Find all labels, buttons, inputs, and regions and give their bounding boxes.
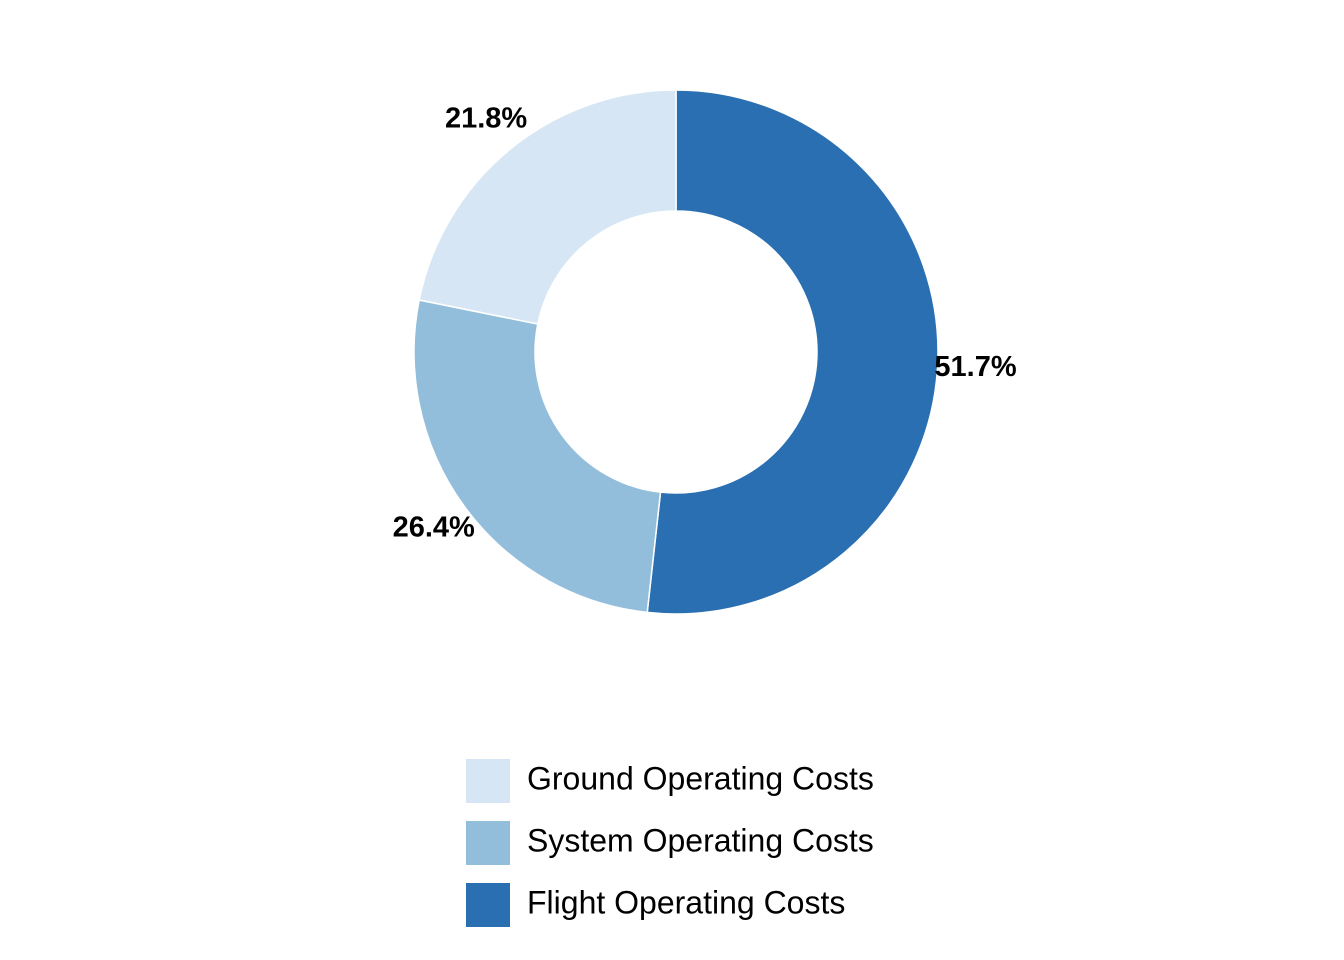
legend-label-system-operating-costs: System Operating Costs [527, 822, 874, 858]
legend-swatch-system-operating-costs [466, 821, 510, 865]
slice-label-system-operating-costs: 26.4% [393, 512, 475, 544]
slice-ground-operating-costs [418, 89, 677, 325]
legend-item-flight-operating-costs: Flight Operating Costs [466, 883, 845, 927]
legend-swatch-ground-operating-costs [466, 759, 510, 803]
legend-swatch-flight-operating-costs [466, 883, 510, 927]
legend-item-system-operating-costs: System Operating Costs [466, 821, 874, 865]
slice-system-operating-costs [413, 299, 662, 614]
slice-flight-operating-costs [646, 89, 939, 615]
legend-label-ground-operating-costs: Ground Operating Costs [527, 760, 874, 796]
slice-label-flight-operating-costs: 51.7% [934, 351, 1016, 383]
legend-label-flight-operating-costs: Flight Operating Costs [527, 884, 845, 920]
legend-item-ground-operating-costs: Ground Operating Costs [466, 759, 874, 803]
legend: Ground Operating Costs System Operating C… [466, 759, 874, 927]
slice-labels: 51.7% 26.4% 21.8% [393, 102, 1017, 543]
slice-label-ground-operating-costs: 21.8% [445, 102, 527, 134]
donut-slices [413, 89, 939, 615]
